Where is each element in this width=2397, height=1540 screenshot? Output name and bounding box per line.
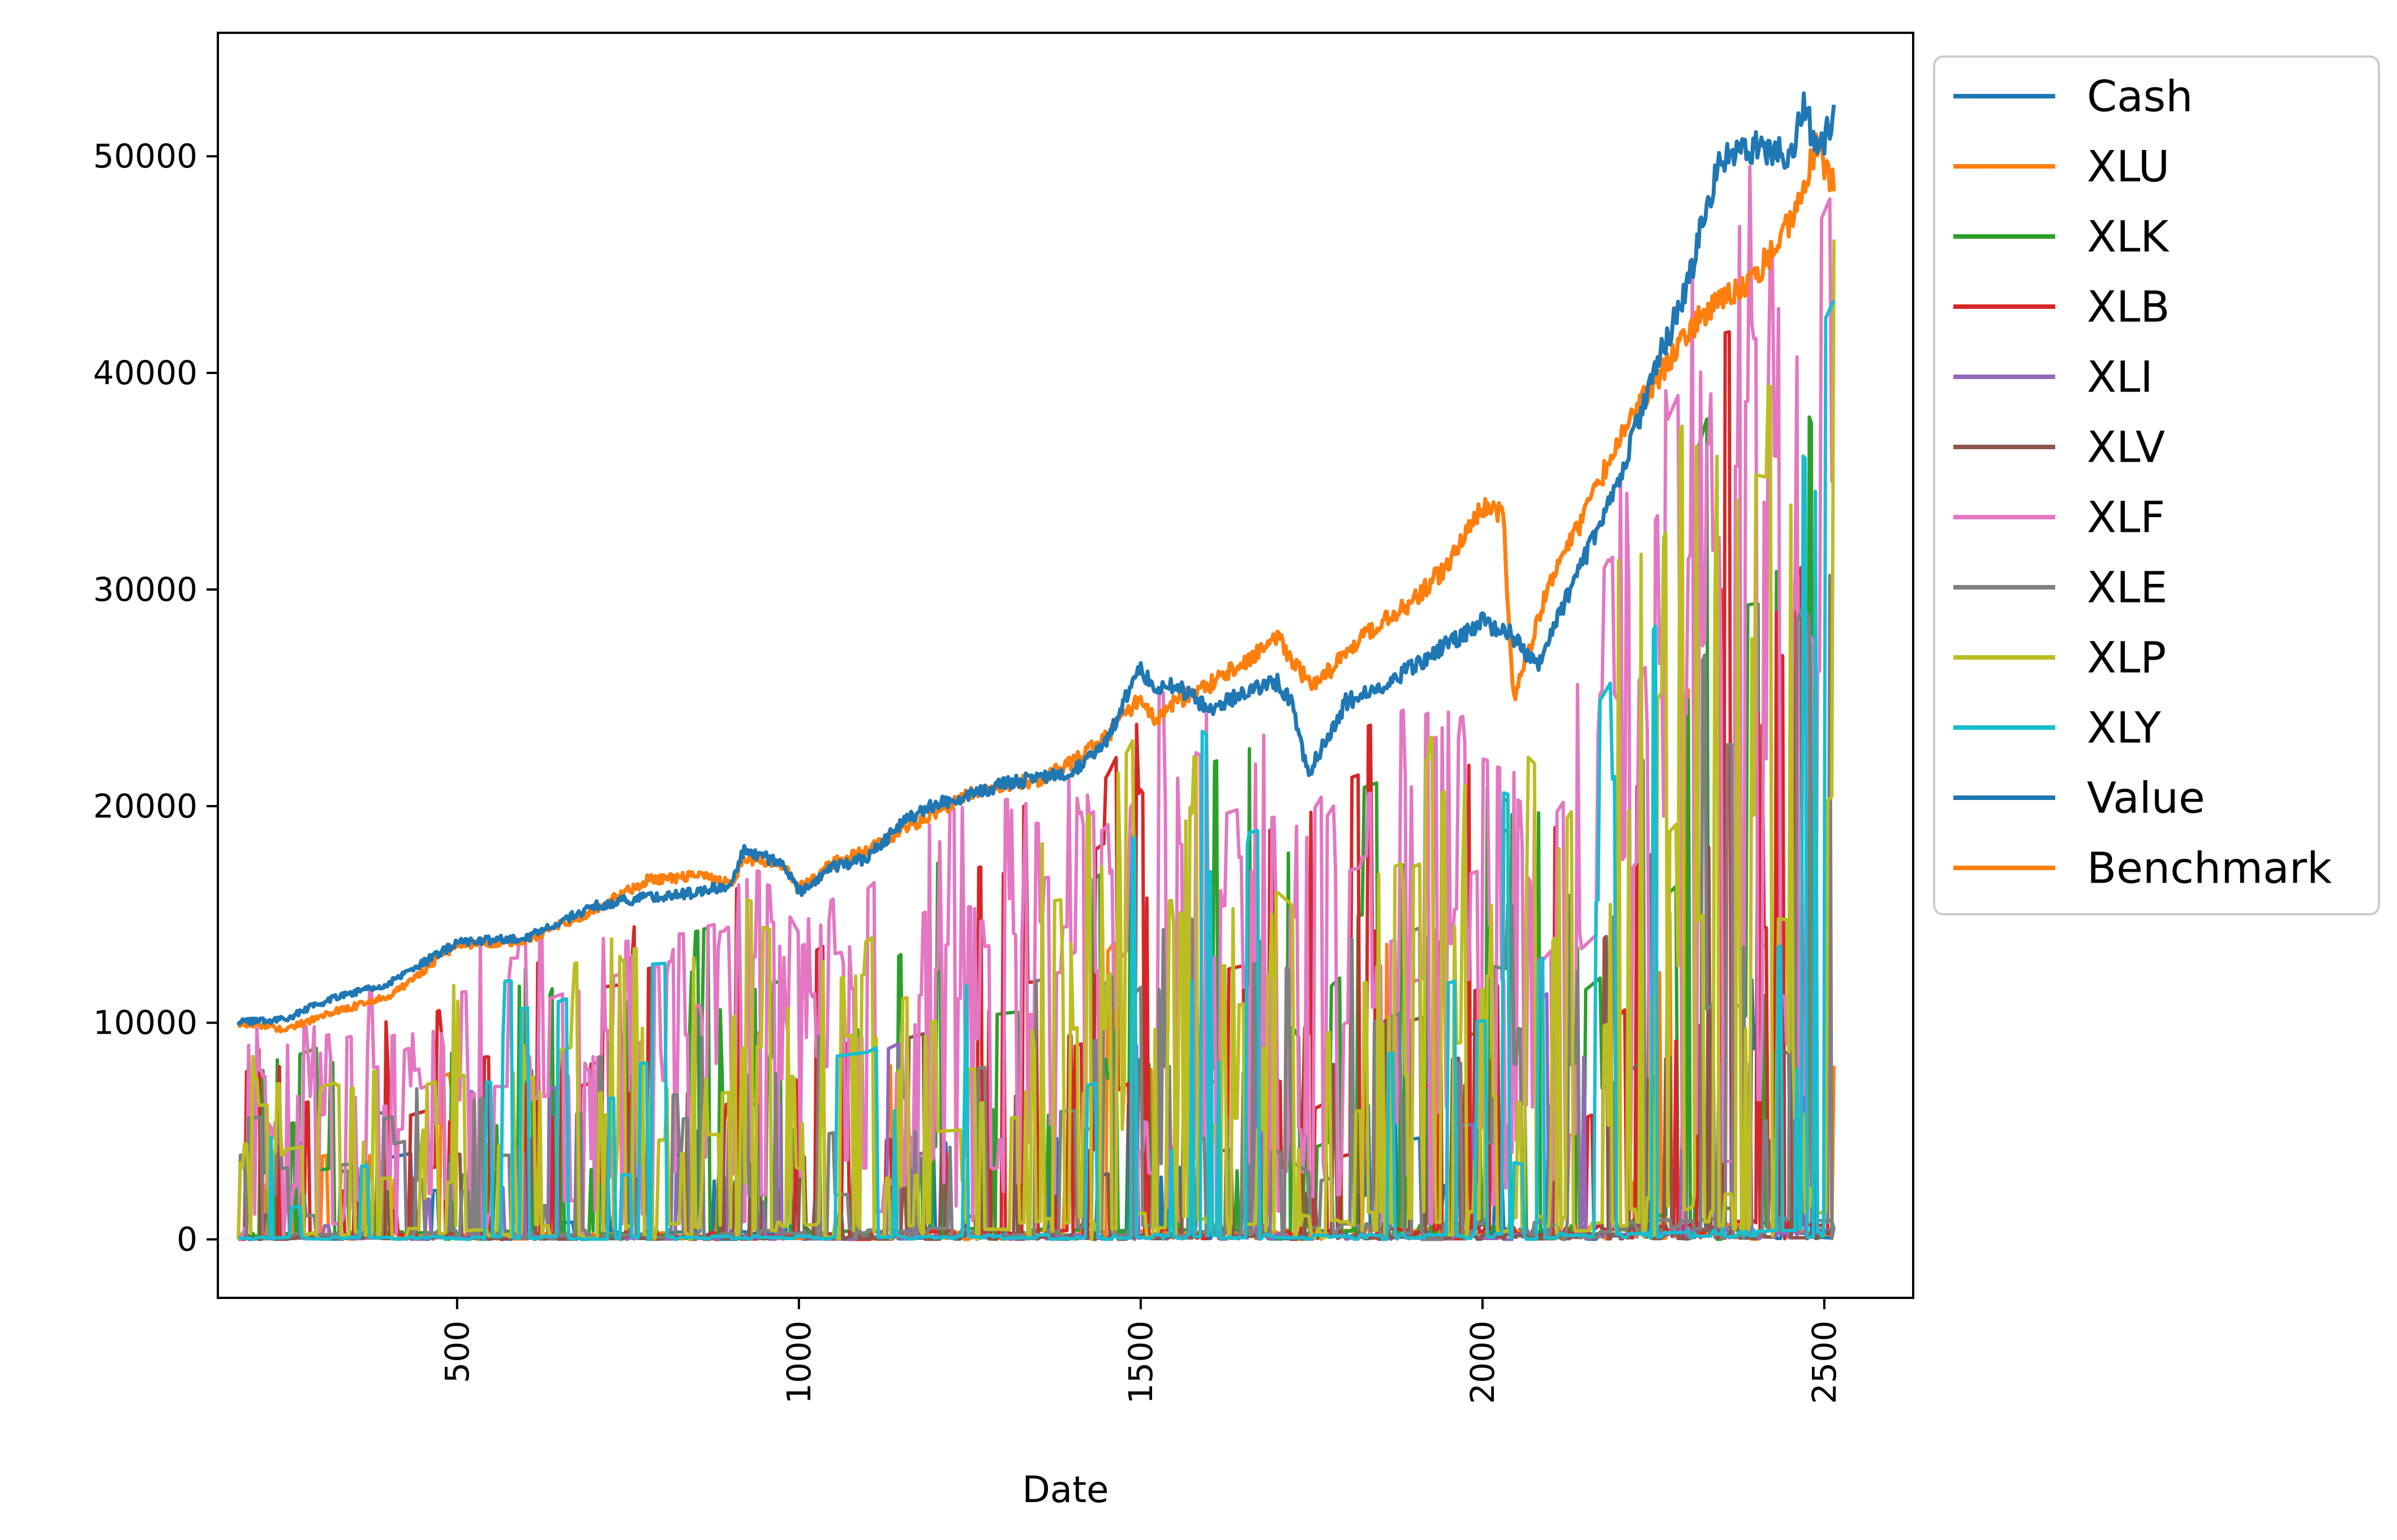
x-axis: 500 1000 1500 2000 2500: [438, 1298, 1844, 1404]
legend-label-xli: XLI: [2087, 352, 2153, 402]
series-line-xly: [238, 299, 1836, 1241]
legend-label-xle: XLE: [2087, 562, 2167, 613]
y-tick-label: 0: [177, 1220, 197, 1259]
x-tick-label: 2500: [1805, 1320, 1844, 1404]
y-tick-label: 30000: [93, 570, 197, 609]
y-tick-label: 10000: [93, 1004, 197, 1042]
legend-box: [1933, 55, 2380, 915]
legend-label-xlu: XLU: [2087, 141, 2170, 192]
y-axis: 0 10000 20000 30000 40000 50000: [93, 137, 218, 1259]
y-tick-label: 40000: [93, 354, 197, 392]
y-tick-label: 20000: [93, 787, 197, 825]
legend-label-value: Value: [2087, 773, 2205, 823]
series-line-xlp: [237, 239, 1836, 1241]
legend-label-xlp: XLP: [2087, 633, 2166, 683]
legend-label-xlb: XLB: [2087, 282, 2170, 332]
legend-label-xlv: XLV: [2087, 422, 2165, 472]
legend-label-xlf: XLF: [2087, 492, 2165, 543]
legend-label-xlk: XLK: [2087, 212, 2170, 262]
x-tick-label: 500: [438, 1320, 476, 1383]
plot-frame: [217, 32, 1914, 1299]
series-line-value: [237, 91, 1836, 1026]
series-line-xle: [237, 574, 1836, 1241]
x-tick-label: 2000: [1463, 1320, 1502, 1404]
legend-label-cash: Cash: [2087, 71, 2193, 122]
legend-label-xly: XLY: [2087, 703, 2161, 753]
x-tick-label: 1000: [780, 1320, 818, 1404]
x-axis-label: Date: [1023, 1469, 1109, 1511]
legend: Cash XLU XLK XLB XLI XLV XLF XLE XLP XLY Value Benc…: [1933, 55, 2380, 915]
plot-area: [236, 91, 1836, 1241]
x-tick-label: 1500: [1122, 1320, 1160, 1404]
legend-label-benchmark: Benchmark: [2087, 843, 2332, 893]
y-tick-label: 50000: [93, 137, 197, 175]
